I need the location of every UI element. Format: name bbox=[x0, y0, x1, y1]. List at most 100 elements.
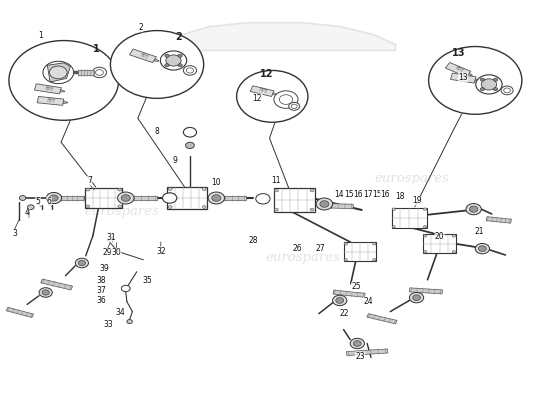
Circle shape bbox=[493, 88, 498, 91]
Text: 35: 35 bbox=[143, 276, 152, 285]
Circle shape bbox=[43, 61, 74, 84]
Circle shape bbox=[78, 260, 85, 266]
Bar bbox=[85, 188, 123, 208]
Text: 12: 12 bbox=[260, 70, 273, 80]
Text: 26: 26 bbox=[292, 244, 302, 253]
Circle shape bbox=[504, 88, 510, 93]
Bar bbox=[167, 187, 207, 209]
Text: 15: 15 bbox=[344, 190, 354, 198]
Circle shape bbox=[127, 320, 133, 324]
Text: 7: 7 bbox=[87, 176, 92, 185]
Text: 34: 34 bbox=[116, 308, 125, 317]
Polygon shape bbox=[63, 101, 68, 104]
Text: 1: 1 bbox=[39, 31, 43, 40]
Polygon shape bbox=[155, 23, 395, 50]
Text: 5: 5 bbox=[36, 197, 41, 206]
Circle shape bbox=[111, 30, 204, 98]
Circle shape bbox=[118, 205, 122, 208]
Polygon shape bbox=[367, 314, 397, 324]
Text: 39: 39 bbox=[99, 264, 109, 273]
Text: 24: 24 bbox=[364, 297, 373, 306]
Circle shape bbox=[424, 235, 427, 237]
Circle shape bbox=[392, 226, 395, 228]
Text: 4: 4 bbox=[25, 208, 30, 217]
Circle shape bbox=[166, 55, 181, 66]
Circle shape bbox=[9, 40, 119, 120]
Circle shape bbox=[424, 208, 427, 210]
Circle shape bbox=[46, 192, 62, 204]
Circle shape bbox=[320, 201, 329, 207]
Polygon shape bbox=[41, 279, 73, 290]
Polygon shape bbox=[468, 73, 472, 76]
Circle shape bbox=[392, 208, 395, 210]
Circle shape bbox=[183, 66, 196, 75]
Bar bbox=[423, 234, 456, 254]
Circle shape bbox=[501, 86, 513, 95]
Circle shape bbox=[183, 128, 196, 137]
Text: FPT: FPT bbox=[454, 66, 464, 74]
Circle shape bbox=[274, 208, 278, 211]
Circle shape bbox=[478, 246, 486, 252]
Bar bbox=[274, 188, 315, 212]
Text: 37: 37 bbox=[96, 286, 106, 295]
Circle shape bbox=[122, 285, 130, 292]
Circle shape bbox=[373, 258, 376, 261]
Circle shape bbox=[373, 243, 376, 245]
Text: 10: 10 bbox=[212, 178, 221, 187]
Circle shape bbox=[353, 341, 361, 346]
Circle shape bbox=[424, 251, 427, 253]
Circle shape bbox=[164, 54, 169, 57]
Polygon shape bbox=[119, 196, 157, 200]
Text: 18: 18 bbox=[395, 192, 404, 201]
Text: 1: 1 bbox=[94, 44, 100, 54]
Polygon shape bbox=[154, 58, 159, 62]
Circle shape bbox=[344, 258, 348, 261]
Circle shape bbox=[178, 64, 182, 67]
Circle shape bbox=[164, 64, 169, 67]
Circle shape bbox=[350, 338, 365, 349]
Circle shape bbox=[118, 188, 122, 191]
Circle shape bbox=[50, 66, 67, 79]
Text: 28: 28 bbox=[248, 236, 258, 245]
Circle shape bbox=[424, 226, 427, 228]
Text: 29: 29 bbox=[102, 248, 112, 257]
Text: 25: 25 bbox=[351, 282, 361, 291]
Circle shape bbox=[86, 188, 90, 191]
Circle shape bbox=[86, 205, 90, 208]
Circle shape bbox=[310, 189, 314, 192]
Circle shape bbox=[50, 195, 58, 201]
Circle shape bbox=[178, 54, 182, 57]
Polygon shape bbox=[35, 84, 61, 94]
Circle shape bbox=[19, 196, 26, 200]
Circle shape bbox=[28, 205, 34, 210]
Text: 11: 11 bbox=[271, 176, 281, 185]
Circle shape bbox=[412, 295, 420, 300]
Text: FPT: FPT bbox=[139, 52, 148, 60]
Text: 13: 13 bbox=[452, 48, 465, 58]
Text: 2: 2 bbox=[175, 32, 183, 42]
Circle shape bbox=[344, 243, 348, 245]
Text: eurospares: eurospares bbox=[84, 206, 159, 218]
Circle shape bbox=[428, 46, 522, 114]
Circle shape bbox=[274, 91, 298, 108]
Circle shape bbox=[274, 189, 278, 192]
Circle shape bbox=[466, 204, 481, 215]
Circle shape bbox=[212, 195, 221, 201]
Circle shape bbox=[185, 142, 194, 148]
Text: 6: 6 bbox=[47, 197, 51, 206]
Polygon shape bbox=[78, 70, 94, 75]
Circle shape bbox=[121, 195, 130, 201]
Text: 23: 23 bbox=[355, 352, 365, 361]
Circle shape bbox=[493, 78, 498, 81]
Polygon shape bbox=[60, 90, 65, 92]
Polygon shape bbox=[450, 73, 476, 83]
Text: 16: 16 bbox=[354, 190, 363, 198]
Circle shape bbox=[168, 188, 172, 190]
Circle shape bbox=[480, 78, 485, 81]
Polygon shape bbox=[6, 307, 34, 318]
Circle shape bbox=[481, 79, 497, 90]
Text: 12: 12 bbox=[252, 94, 262, 103]
Polygon shape bbox=[54, 196, 84, 200]
Bar bbox=[344, 242, 377, 261]
Polygon shape bbox=[446, 62, 471, 77]
